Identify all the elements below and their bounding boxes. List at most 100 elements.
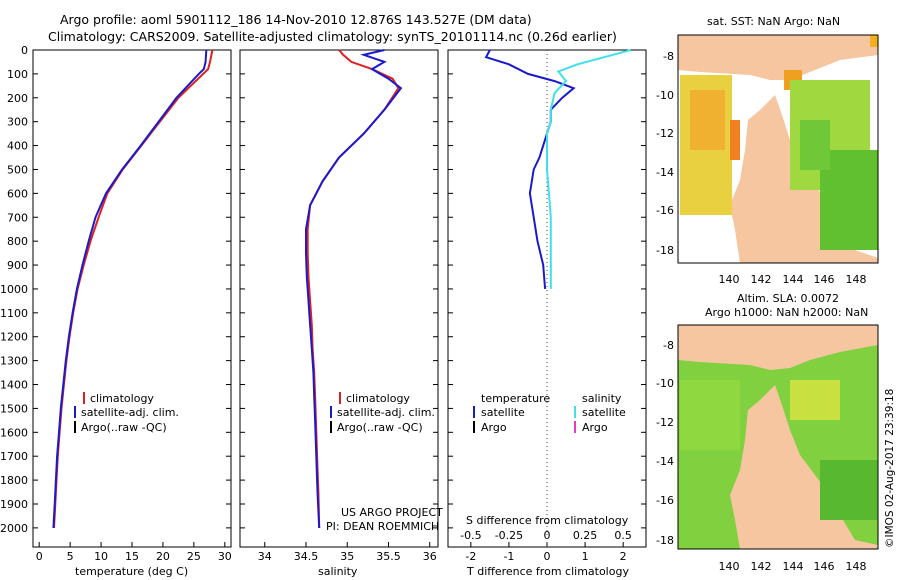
series-line (306, 49, 400, 528)
legend-salinity-title: salinity (582, 392, 622, 405)
y-tick-label: 1100 (0, 307, 28, 320)
legend-argo: Argo(..raw -QC) (81, 421, 167, 434)
lon-tick-label: 146 (814, 273, 835, 286)
x-tick-label: 0 (36, 550, 43, 563)
imos-stamp: ©IMOS 02-Aug-2017 23:39:18 (884, 389, 896, 548)
lat-tick-label: -8 (663, 50, 674, 63)
series-line (546, 49, 632, 289)
lon-tick-label: 140 (719, 273, 740, 286)
land-mass (678, 325, 878, 370)
y-tick-label: 1600 (0, 426, 28, 439)
series-line (52, 49, 208, 528)
sla-map-title-2: Argo h1000: NaN h2000: NaN (705, 306, 868, 319)
salinity-xlabel: salinity (318, 565, 358, 578)
lon-tick-label: 140 (719, 560, 740, 573)
legend-satellite-adj: satellite-adj. clim. (337, 406, 435, 419)
y-tick-label: 900 (7, 259, 28, 272)
legend-t-satellite: satellite (481, 406, 525, 419)
difference-legend: temperature satellite Argo salinity sate… (473, 392, 626, 434)
temperature-panel (32, 49, 232, 548)
y-tick-label: 400 (7, 140, 28, 153)
sst-map-title: sat. SST: NaN Argo: NaN (707, 15, 840, 28)
y-tick-label: 500 (7, 163, 28, 176)
lat-tick-label: -12 (656, 127, 674, 140)
legend-argo: Argo(..raw -QC) (337, 421, 423, 434)
legend-climatology: climatology (346, 392, 410, 405)
y-tick-label: 1200 (0, 331, 28, 344)
land-mass (730, 385, 878, 549)
s-tick-label: -0.25 (495, 529, 523, 542)
project-line-2: PI: DEAN ROEMMICH (326, 520, 439, 533)
y-tick-label: 1800 (0, 474, 28, 487)
y-tick-label: 1900 (0, 498, 28, 511)
lat-tick-label: -14 (656, 455, 674, 468)
lon-tick-label: 148 (846, 273, 867, 286)
temperature-legend: climatology satellite-adj. clim. Argo(..… (74, 392, 179, 434)
lat-tick-label: -16 (656, 204, 674, 217)
series-line (305, 49, 403, 528)
legend-temperature-title: temperature (481, 392, 550, 405)
y-tick-label: 1700 (0, 450, 28, 463)
y-tick-label: 700 (7, 211, 28, 224)
lon-tick-label: 144 (783, 273, 804, 286)
y-tick-label: 1300 (0, 355, 28, 368)
y-tick-label: 1000 (0, 283, 28, 296)
lat-tick-label: -10 (656, 89, 674, 102)
sla-map: Altim. SLA: 0.0072 Argo h1000: NaN h2000… (677, 292, 879, 550)
x-tick-label: -2 (465, 550, 476, 563)
x-tick-label: 10 (94, 550, 108, 563)
s-diff-xlabel: S difference from climatology (466, 514, 629, 527)
y-tick-label: 2000 (0, 522, 28, 535)
y-tick-label: 100 (7, 68, 28, 81)
title-line-1: Argo profile: aoml 5901112_186 14-Nov-20… (60, 12, 532, 27)
legend-climatology: climatology (90, 392, 154, 405)
x-tick-label: 36 (423, 550, 437, 563)
lat-tick-label: -18 (656, 534, 674, 547)
s-tick-label: 0.25 (573, 529, 598, 542)
x-tick-label: 2 (620, 550, 627, 563)
s-tick-label: 0.5 (614, 529, 632, 542)
y-tick-label: 200 (7, 92, 28, 105)
lon-tick-label: 144 (783, 560, 804, 573)
lat-tick-label: -14 (656, 166, 674, 179)
lat-tick-label: -10 (656, 377, 674, 390)
project-line-1: US ARGO PROJECT (341, 506, 443, 519)
lon-tick-label: 142 (751, 560, 772, 573)
legend-s-satellite: satellite (582, 406, 626, 419)
x-tick-label: 15 (125, 550, 139, 563)
sst-map: sat. SST: NaN Argo: NaN (677, 15, 879, 264)
x-tick-label: 25 (187, 550, 201, 563)
x-tick-label: 1 (582, 550, 589, 563)
lon-tick-label: 146 (814, 560, 835, 573)
salinity-legend: climatology satellite-adj. clim. Argo(..… (330, 392, 435, 434)
x-tick-label: 30 (218, 550, 232, 563)
x-tick-label: 0 (544, 550, 551, 563)
land-mass (678, 35, 878, 80)
legend-s-argo: Argo (582, 421, 608, 434)
title-line-2: Climatology: CARS2009. Satellite-adjuste… (48, 29, 617, 44)
salinity-panel (239, 49, 439, 548)
x-tick-label: 5 (67, 550, 74, 563)
lon-tick-label: 142 (751, 273, 772, 286)
sla-map-title-1: Altim. SLA: 0.0072 (737, 292, 839, 305)
x-tick-label: 20 (156, 550, 170, 563)
x-tick-label: 34.5 (294, 550, 319, 563)
lat-tick-label: -16 (656, 494, 674, 507)
temperature-xlabel: temperature (deg C) (75, 565, 188, 578)
y-tick-label: 0 (21, 44, 28, 57)
y-tick-label: 800 (7, 235, 28, 248)
x-tick-label: -1 (503, 550, 514, 563)
y-tick-label: 1400 (0, 379, 28, 392)
x-tick-label: 35.5 (376, 550, 401, 563)
lat-tick-label: -8 (663, 339, 674, 352)
y-tick-label: 300 (7, 116, 28, 129)
s-tick-label: 0 (544, 529, 551, 542)
legend-satellite-adj: satellite-adj. clim. (81, 406, 179, 419)
lat-tick-label: -12 (656, 416, 674, 429)
y-tick-label: 1500 (0, 402, 28, 415)
x-tick-label: 34 (258, 550, 272, 563)
s-tick-label: -0.5 (460, 529, 481, 542)
legend-t-argo: Argo (481, 421, 507, 434)
t-diff-xlabel: T difference from climatology (466, 565, 629, 578)
